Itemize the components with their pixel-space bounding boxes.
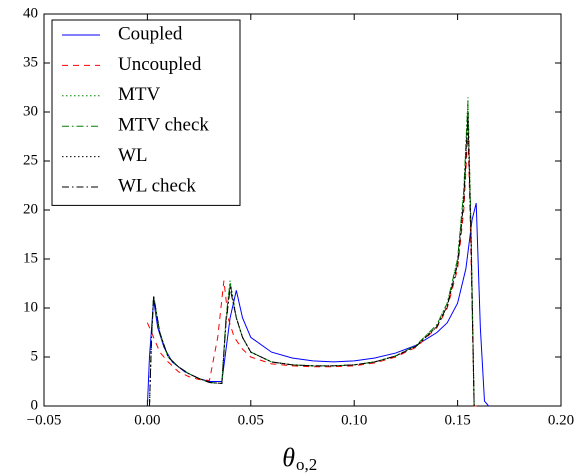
- y-tick-label: 5: [31, 348, 39, 364]
- legend-label: WL: [118, 145, 148, 166]
- y-tick-label: 0: [31, 397, 39, 413]
- y-tick-label: 25: [23, 152, 38, 168]
- y-tick-label: 15: [23, 250, 38, 266]
- legend-label: MTV: [118, 84, 161, 105]
- x-axis-label-subscript: o,2: [296, 455, 317, 474]
- x-tick-label: 0.10: [341, 412, 367, 428]
- x-tick-label: 0.05: [238, 412, 264, 428]
- x-tick-label: 0.15: [444, 412, 470, 428]
- x-axis-label: θ: [282, 443, 295, 472]
- y-tick-label: 35: [23, 54, 38, 70]
- legend-label: WL check: [118, 175, 196, 196]
- y-tick-label: 10: [23, 299, 38, 315]
- x-tick-label: 0.20: [548, 412, 574, 428]
- y-tick-label: 40: [23, 5, 38, 21]
- legend-box: [51, 19, 241, 206]
- y-tick-label: 30: [23, 103, 38, 119]
- legend-label: Uncoupled: [118, 54, 202, 75]
- legend-label: Coupled: [118, 23, 183, 44]
- x-tick-label: −0.05: [27, 412, 62, 428]
- series-line: [146, 203, 490, 407]
- series-line: [146, 131, 479, 407]
- x-tick-label: 0.00: [134, 412, 160, 428]
- series-line: [148, 116, 475, 407]
- legend-label: MTV check: [118, 115, 209, 136]
- y-tick-label: 20: [23, 201, 38, 217]
